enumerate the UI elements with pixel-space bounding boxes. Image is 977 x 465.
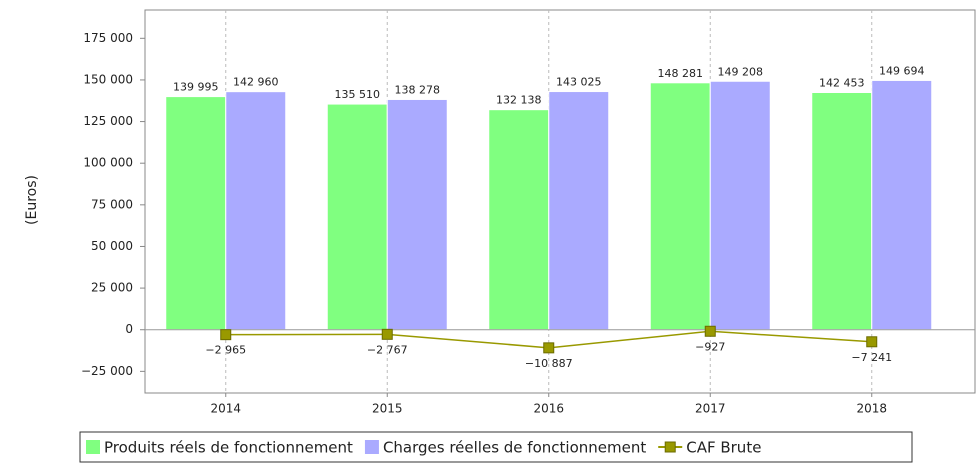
bar [165,96,227,331]
value-label: −10 887 [525,357,573,370]
value-label: 135 510 [335,88,381,101]
value-label: 142 960 [233,76,279,89]
line-marker [381,328,393,340]
y-tick-label: 0 [125,322,133,336]
x-tick-label: 2016 [533,402,564,416]
bar [709,80,771,331]
value-label: −2 965 [205,344,246,357]
value-label: 143 025 [556,76,602,89]
value-label: 148 281 [658,67,704,80]
bar [811,92,873,331]
y-tick-label: 175 000 [83,31,133,45]
y-axis-label: (Euros) [24,175,40,225]
bar [326,103,388,331]
value-label: 149 694 [879,64,925,77]
bar [488,109,550,331]
value-label: −927 [695,340,725,353]
legend [79,431,913,463]
line-marker [704,325,716,337]
bar [871,79,933,331]
value-label: 138 278 [395,83,441,96]
legend-label: Charges réelles de fonctionnement [383,439,646,457]
legend-swatch [364,440,379,454]
y-tick-label: 50 000 [91,239,133,253]
x-tick-label: 2015 [372,402,403,416]
x-tick-label: 2014 [210,402,241,416]
x-tick-label: 2017 [695,402,726,416]
value-label: 132 138 [496,94,542,107]
y-tick-label: 25 000 [91,281,133,295]
value-label: −2 767 [367,343,408,356]
y-tick-label: −25 000 [81,364,133,378]
value-label: 149 208 [718,65,764,78]
line-marker [866,336,878,348]
y-tick-label: 100 000 [83,156,133,170]
y-tick-label: 125 000 [83,114,133,128]
legend-swatch [86,440,100,454]
bar [649,82,711,331]
line-marker [220,329,232,341]
value-label: 139 995 [173,81,219,94]
legend-label: CAF Brute [686,439,761,457]
x-tick-label: 2018 [856,402,887,416]
y-tick-label: 75 000 [91,197,133,211]
legend-marker [664,441,676,453]
line-marker [543,342,555,354]
value-label: 142 453 [819,77,865,90]
legend-label: Produits réels de fonctionnement [104,439,353,457]
bar [548,91,610,331]
value-label: −7 241 [851,351,892,364]
bar [225,91,287,331]
y-tick-label: 150 000 [83,72,133,86]
bar [386,98,448,331]
